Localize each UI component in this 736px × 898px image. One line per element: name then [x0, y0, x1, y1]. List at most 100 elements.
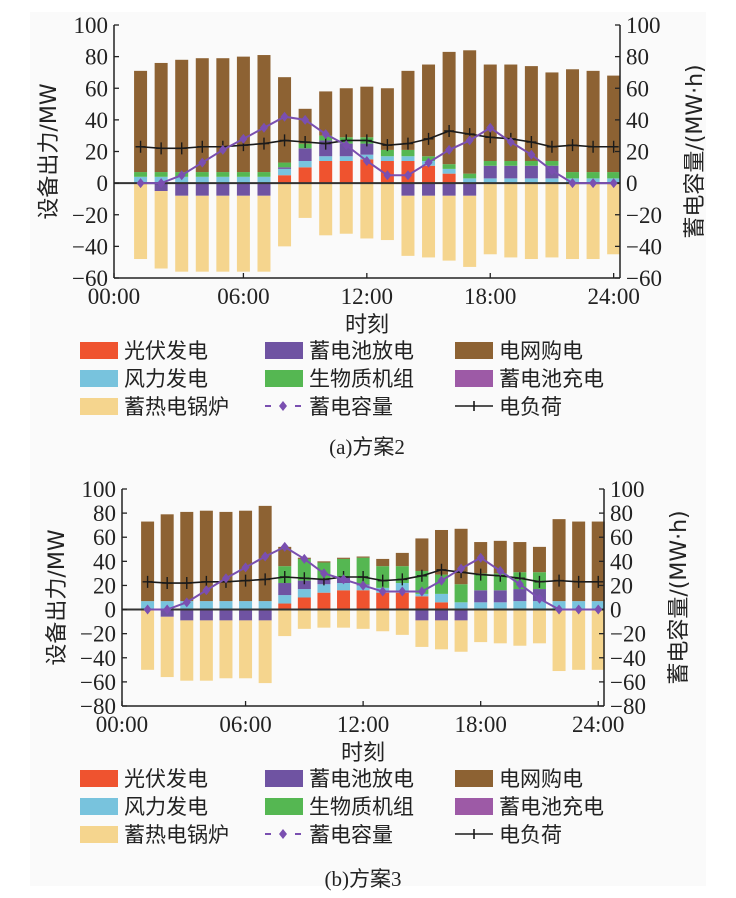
bar-wind	[532, 601, 546, 610]
bar-grid	[415, 538, 429, 571]
bar-boiler	[513, 609, 527, 646]
soc-marker	[568, 178, 577, 189]
bar-boiler	[493, 609, 507, 644]
y-tick-label-right: 100	[610, 477, 645, 502]
soc-marker	[594, 604, 603, 615]
legend-item-soc: 蓄电容量	[265, 395, 393, 419]
soc-marker	[547, 165, 556, 176]
soc-line	[147, 545, 599, 611]
bar-boiler	[463, 195, 477, 267]
load-marker	[260, 573, 271, 586]
legend-label-soc: 蓄电容量	[309, 823, 393, 847]
bar-boiler	[298, 183, 312, 218]
legend-item-batt_chg: 蓄电池充电	[455, 367, 604, 391]
bar-pv	[298, 167, 312, 184]
bar-batt_dis	[360, 143, 374, 155]
y-tick-label-right: −20	[626, 203, 662, 228]
y-tick-label-right: −40	[626, 234, 662, 259]
y-tick-label-right: 100	[626, 13, 661, 38]
bar-batt_chg	[199, 609, 213, 621]
bar-batt_chg	[180, 609, 194, 621]
y-tick-label-right: 20	[626, 140, 649, 165]
bar-batt_chg	[422, 183, 436, 196]
legend-item-wind: 风力发电	[80, 795, 208, 819]
bar-wind	[401, 156, 415, 161]
x-tick-label: 06:00	[217, 284, 269, 309]
bar-bio	[380, 149, 394, 157]
y-tick-label-right: 80	[610, 501, 633, 526]
load-marker	[279, 134, 290, 147]
bar-batt_chg	[401, 183, 415, 196]
bar-grid	[401, 70, 415, 150]
bar-pv	[422, 165, 436, 184]
y-tick-label-left: −20	[80, 622, 116, 647]
bar-grid	[278, 546, 292, 567]
legend-label-soc: 蓄电容量	[309, 395, 393, 419]
bar-batt_dis	[278, 167, 292, 169]
y-tick-label-left: 100	[82, 477, 117, 502]
soc-marker	[300, 553, 309, 564]
x-axis-label: 时刻	[341, 741, 385, 766]
legend-item-batt_chg: 蓄电池充电	[455, 795, 604, 819]
bar-pv	[442, 173, 456, 184]
bar-boiler	[524, 183, 538, 260]
bar-bio	[504, 160, 518, 166]
bar-boiler	[141, 609, 155, 670]
bar-batt_chg	[257, 183, 271, 196]
bar-pv	[434, 602, 448, 610]
legend-item-pv: 光伏发电	[80, 339, 208, 363]
bar-grid	[257, 55, 271, 173]
legend-item-bio: 生物质机组	[265, 795, 414, 819]
soc-marker	[486, 122, 495, 133]
bar-pv	[319, 160, 333, 184]
bar-batt_chg	[463, 183, 477, 196]
bar-boiler	[356, 609, 370, 629]
y-tick-label-left: 100	[74, 13, 109, 38]
bar-grid	[552, 519, 566, 602]
bar-boiler	[376, 609, 390, 632]
bar-grid	[141, 521, 155, 602]
bar-batt_dis	[504, 165, 518, 179]
bar-bio	[463, 173, 477, 179]
bar-grid	[216, 58, 230, 173]
bar-boiler	[317, 609, 331, 628]
bar-grid	[175, 59, 189, 173]
load-marker	[176, 142, 187, 155]
soc-marker	[398, 586, 407, 597]
legend-swatch-batt_dis	[265, 770, 303, 787]
y-tick-label-left: −80	[80, 694, 116, 719]
y-tick-label-right: −60	[610, 670, 646, 695]
bar-boiler	[415, 620, 429, 647]
legend-item-wind: 风力发电	[80, 367, 208, 391]
load-line	[140, 130, 614, 150]
bar-grid	[513, 542, 527, 573]
bar-grid	[442, 51, 456, 165]
bar-pv	[278, 603, 292, 610]
soc-marker	[437, 575, 446, 586]
bar-bio	[236, 172, 250, 177]
bar-batt_chg	[195, 183, 209, 196]
bar-bio	[524, 160, 538, 166]
bar-wind	[504, 178, 518, 184]
bar-batt_dis	[513, 589, 527, 602]
legend-swatch-boiler	[80, 398, 118, 415]
soc-marker	[496, 565, 505, 576]
y-tick-label-left: 80	[85, 45, 108, 70]
y-tick-label-right: 20	[610, 573, 633, 598]
bar-boiler	[236, 195, 250, 272]
bar-bio	[154, 172, 168, 177]
bar-wind	[298, 160, 312, 168]
bar-grid	[160, 514, 174, 602]
legend-swatch-pv	[80, 342, 118, 359]
legend-swatch-wind	[80, 798, 118, 815]
load-marker	[485, 131, 496, 144]
bar-grid	[180, 511, 194, 602]
soc-marker	[202, 585, 211, 596]
soc-marker	[319, 568, 328, 579]
legend-swatch-bio	[265, 798, 303, 815]
bar-batt_chg	[239, 609, 253, 621]
legend-swatch-pv	[80, 770, 118, 787]
